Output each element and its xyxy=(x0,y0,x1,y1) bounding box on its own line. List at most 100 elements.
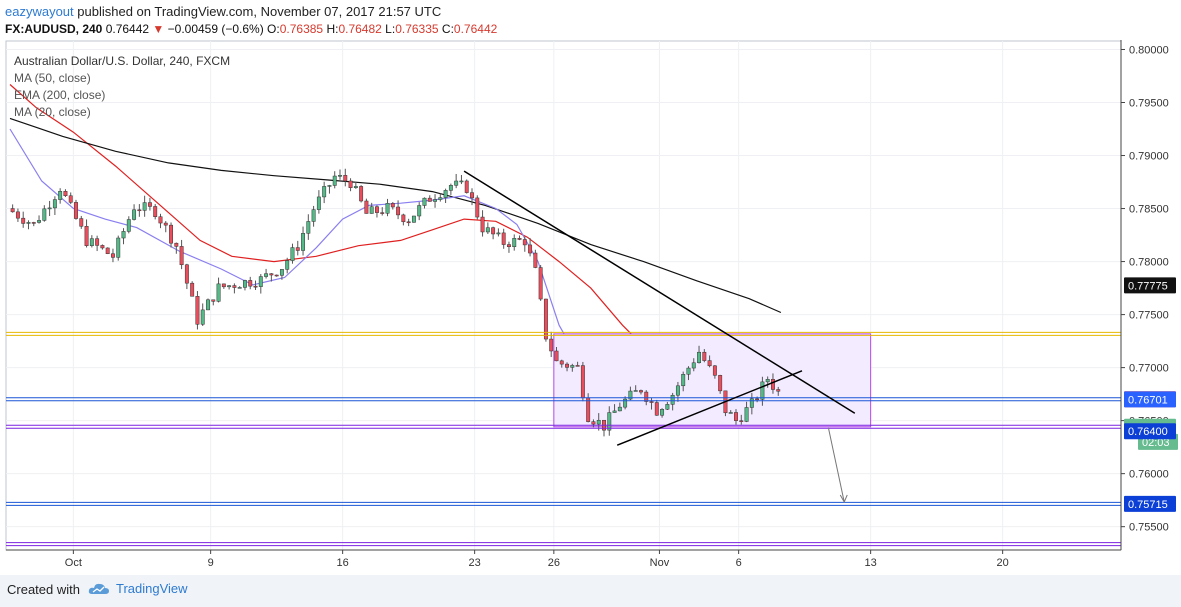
legend-ma50[interactable]: MA (50, close) xyxy=(14,71,91,85)
candle-body xyxy=(697,351,701,364)
candle-body xyxy=(227,285,232,288)
time-tick-label: 20 xyxy=(997,557,1009,569)
candle-body xyxy=(517,238,522,240)
candle xyxy=(612,404,617,413)
candle xyxy=(554,346,559,362)
candle-body xyxy=(322,186,327,198)
candle xyxy=(691,358,696,372)
candle xyxy=(559,359,564,368)
price-chart[interactable]: 0.80000 0.79500 0.79000 0.78500 0.78000 0.775… xyxy=(0,40,1181,575)
candle-body xyxy=(258,276,263,287)
candle xyxy=(169,222,173,248)
candle xyxy=(771,373,775,394)
candle-body xyxy=(306,221,311,234)
candle xyxy=(448,183,453,196)
candle-body xyxy=(332,175,337,186)
candle-body xyxy=(253,285,258,288)
candle xyxy=(422,197,427,209)
candle xyxy=(10,204,15,213)
ohlc-line: FX:AUDUSD, 240 0.76442 ▼ −0.00459 (−0.6%… xyxy=(5,22,497,36)
candle xyxy=(243,279,247,291)
candle-body xyxy=(10,208,15,213)
candle-body xyxy=(728,412,733,414)
candle-body xyxy=(507,244,511,247)
candle-body xyxy=(285,260,290,270)
candle xyxy=(438,193,443,202)
candle-body xyxy=(390,203,395,208)
candle-body xyxy=(538,267,543,300)
candle-body xyxy=(316,196,321,210)
time-tick-label: 26 xyxy=(548,557,560,569)
price-tick-label: 0.77500 xyxy=(1129,310,1169,322)
candle xyxy=(375,205,379,218)
candle-body xyxy=(665,404,670,410)
price-axis[interactable]: 0.80000 0.79500 0.79000 0.78500 0.78000 0.775… xyxy=(1120,40,1178,550)
candle-body xyxy=(84,226,89,246)
candle xyxy=(285,257,290,274)
candle xyxy=(723,390,728,417)
legend-ma20[interactable]: MA (20, close) xyxy=(14,105,91,119)
candle xyxy=(121,228,126,245)
candle xyxy=(237,286,242,289)
tradingview-logo[interactable]: TradingView xyxy=(88,581,188,596)
candle xyxy=(517,235,522,241)
candle-body xyxy=(184,264,189,284)
change-arrow-icon: ▼ xyxy=(152,22,165,36)
candle-body xyxy=(264,273,269,277)
symbol-label[interactable]: FX:AUDUSD, 240 xyxy=(5,22,103,36)
candle-body xyxy=(654,402,659,416)
candle xyxy=(52,196,57,216)
candle-body xyxy=(596,419,601,425)
time-axis[interactable]: Oct 9 16 23 26 Nov 6 13 20 xyxy=(6,549,1121,569)
candle xyxy=(364,198,369,214)
candle-body xyxy=(163,222,168,226)
candle xyxy=(26,220,31,230)
candle-body xyxy=(232,285,237,288)
candle xyxy=(712,365,717,379)
candle xyxy=(443,188,448,204)
candle-body xyxy=(89,238,94,246)
candle-body xyxy=(269,273,274,276)
candle xyxy=(528,238,533,257)
candle xyxy=(417,202,422,221)
candle-body xyxy=(612,410,617,413)
candle-body xyxy=(607,412,612,431)
candle xyxy=(353,181,358,189)
candle xyxy=(507,241,511,253)
candle-body xyxy=(369,206,374,214)
candle-body xyxy=(675,385,680,396)
price-label-bg xyxy=(1124,277,1176,294)
candle-body xyxy=(691,362,696,369)
legend-ema200[interactable]: EMA (200, close) xyxy=(14,88,105,102)
username-link[interactable]: eazywayout xyxy=(5,4,74,19)
candle xyxy=(464,179,469,194)
candle xyxy=(332,171,337,189)
time-tick-label: 16 xyxy=(337,557,349,569)
candle xyxy=(639,389,643,395)
candle-body xyxy=(591,421,596,425)
candle xyxy=(702,349,707,363)
candle-body xyxy=(21,217,26,224)
candle xyxy=(654,399,659,416)
candle xyxy=(491,226,496,240)
candle xyxy=(665,401,670,411)
candle xyxy=(485,222,490,235)
candle xyxy=(195,291,200,330)
high-label: H: xyxy=(323,22,339,36)
candle xyxy=(279,269,284,280)
candle xyxy=(100,244,105,250)
candle xyxy=(47,200,52,217)
price-tick-label: 0.78500 xyxy=(1129,204,1169,216)
candle xyxy=(734,409,738,425)
candle-body xyxy=(311,209,316,222)
candle xyxy=(290,243,295,264)
candle-body xyxy=(712,365,717,376)
candle-body xyxy=(153,206,158,217)
candle xyxy=(232,283,237,294)
candle-body xyxy=(42,208,47,221)
candle xyxy=(623,396,628,410)
time-tick-label: 13 xyxy=(865,557,877,569)
price-tick-label: 0.76000 xyxy=(1129,469,1169,481)
candle-body xyxy=(274,274,279,277)
candle-body xyxy=(169,224,173,244)
